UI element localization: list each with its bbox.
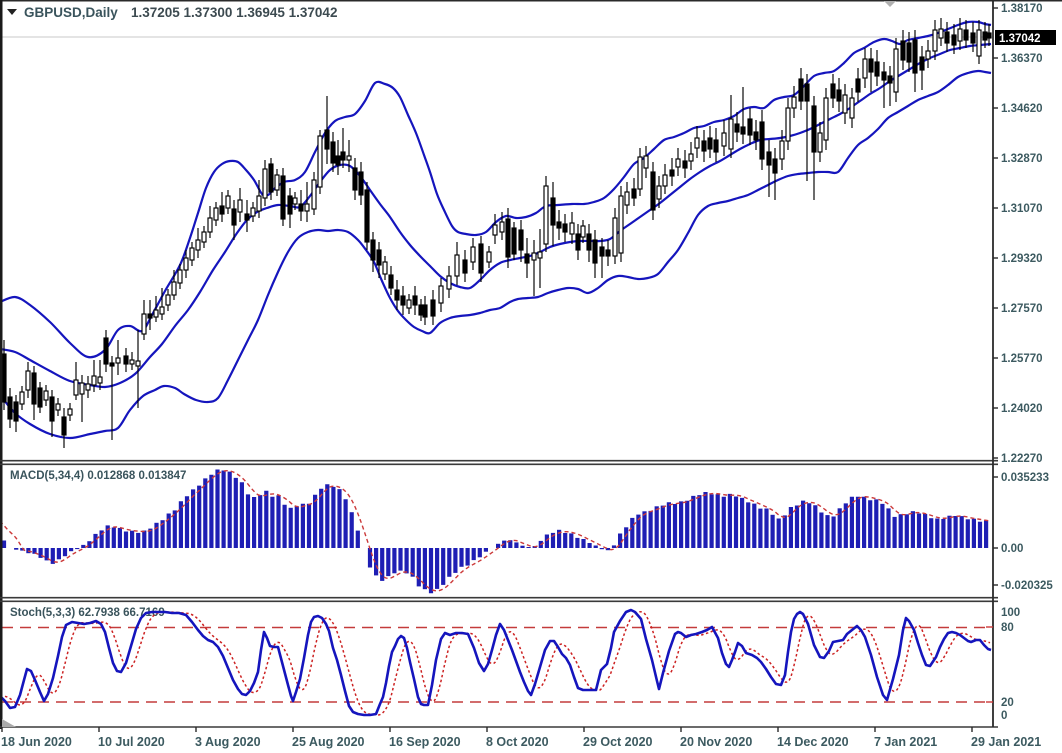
svg-text:10 Jul 2020: 10 Jul 2020 bbox=[98, 735, 165, 749]
svg-text:1.32870: 1.32870 bbox=[1001, 153, 1043, 165]
svg-text:1.29320: 1.29320 bbox=[1001, 253, 1043, 265]
svg-text:7 Jan 2021: 7 Jan 2021 bbox=[874, 735, 937, 749]
svg-text:20: 20 bbox=[1001, 697, 1014, 709]
svg-text:Stoch(5,3,3) 62.7938 66.7169: Stoch(5,3,3) 62.7938 66.7169 bbox=[10, 607, 165, 619]
svg-text:-0.020325: -0.020325 bbox=[1001, 580, 1053, 592]
svg-text:29 Oct 2020: 29 Oct 2020 bbox=[583, 735, 653, 749]
svg-text:1.38170: 1.38170 bbox=[1001, 3, 1043, 15]
svg-text:0.00: 0.00 bbox=[1001, 543, 1023, 555]
svg-text:1.27570: 1.27570 bbox=[1001, 303, 1043, 315]
svg-text:0.035233: 0.035233 bbox=[1001, 472, 1049, 484]
svg-text:3 Aug 2020: 3 Aug 2020 bbox=[195, 735, 261, 749]
svg-text:0: 0 bbox=[1001, 710, 1007, 722]
svg-text:1.36370: 1.36370 bbox=[1001, 53, 1043, 65]
svg-text:100: 100 bbox=[1001, 607, 1020, 619]
svg-text:1.25770: 1.25770 bbox=[1001, 353, 1043, 365]
svg-text:14 Dec 2020: 14 Dec 2020 bbox=[777, 735, 849, 749]
svg-text:1.34620: 1.34620 bbox=[1001, 103, 1043, 115]
svg-text:1.22270: 1.22270 bbox=[1001, 453, 1043, 465]
svg-text:1.37042: 1.37042 bbox=[999, 33, 1041, 45]
svg-text:80: 80 bbox=[1001, 622, 1014, 634]
svg-text:16 Sep 2020: 16 Sep 2020 bbox=[389, 735, 461, 749]
svg-text:29 Jan 2021: 29 Jan 2021 bbox=[971, 735, 1041, 749]
svg-text:MACD(5,34,4) 0.012868 0.013847: MACD(5,34,4) 0.012868 0.013847 bbox=[10, 470, 186, 482]
svg-text:1.37205 1.37300 1.36945 1.3704: 1.37205 1.37300 1.36945 1.37042 bbox=[131, 5, 337, 20]
svg-text:GBPUSD,Daily: GBPUSD,Daily bbox=[24, 5, 118, 20]
svg-text:25 Aug 2020: 25 Aug 2020 bbox=[292, 735, 365, 749]
svg-text:20 Nov 2020: 20 Nov 2020 bbox=[680, 735, 752, 749]
svg-text:1.31070: 1.31070 bbox=[1001, 203, 1043, 215]
svg-text:1.24020: 1.24020 bbox=[1001, 403, 1043, 415]
svg-text:18 Jun 2020: 18 Jun 2020 bbox=[1, 735, 72, 749]
svg-text:8 Oct 2020: 8 Oct 2020 bbox=[486, 735, 549, 749]
